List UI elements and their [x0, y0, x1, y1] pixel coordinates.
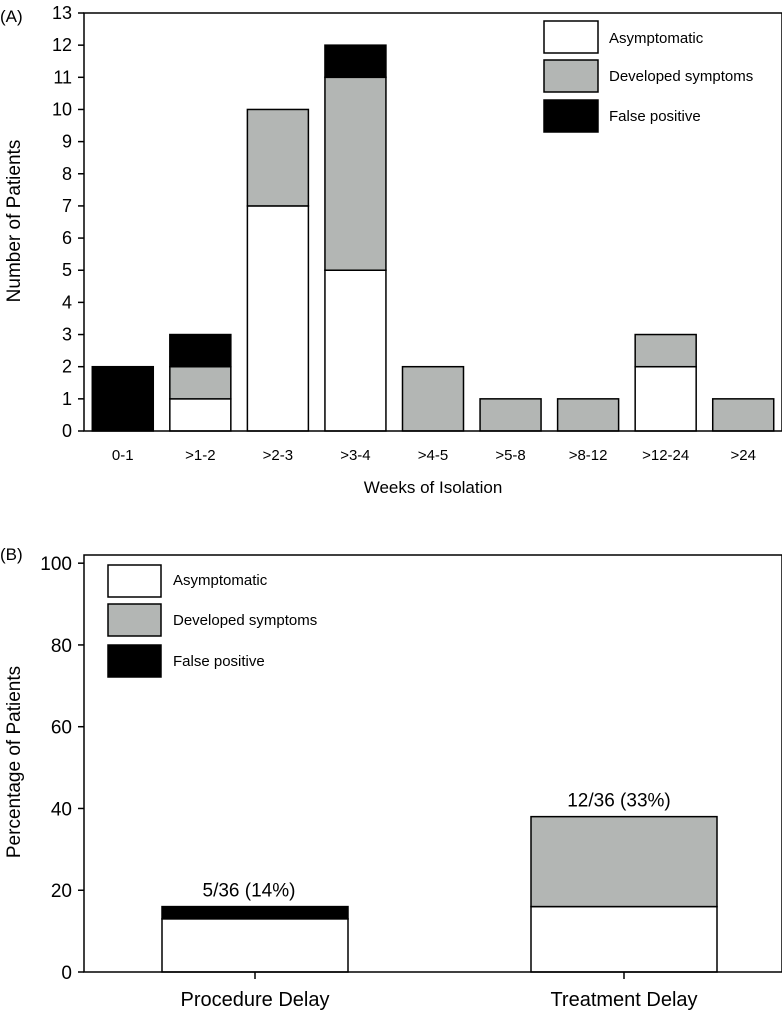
x-tick-label: 0-1 [112, 447, 134, 464]
bar-1-2-false-positive [169, 333, 232, 368]
bar-treatment-delay-developed-symptoms [530, 815, 718, 908]
legend-b-swatch-asymptomatic [107, 564, 162, 598]
panel-a-plot-frame [83, 12, 782, 432]
y-tick-label: 40 [51, 799, 72, 820]
x-tick-label: >24 [730, 447, 755, 464]
legend-b-label-developed-symptoms: Developed symptoms [173, 612, 317, 629]
legend-a-swatch-developed-symptoms [543, 59, 599, 93]
panel-a-bars [91, 44, 775, 432]
legend-a-label-false-positive: False positive [609, 108, 701, 125]
bar-3-4-developed-symptoms [324, 76, 387, 271]
y-tick-label: 4 [62, 292, 72, 312]
x-tick-label: >1-2 [185, 447, 215, 464]
bar-annotation: 12/36 (33%) [567, 791, 671, 812]
legend-a-swatch-asymptomatic [543, 20, 599, 54]
y-tick-label: 3 [62, 325, 72, 345]
bar-12-24-asymptomatic [634, 365, 697, 432]
panel-b-bar-labels: 5/36 (14%) 12/36 (33%) [203, 791, 671, 902]
legend-a-label-developed-symptoms: Developed symptoms [609, 68, 753, 85]
panel-b-y-axis-label: Percentage of Patients [4, 666, 25, 858]
x-tick-label: >12-24 [642, 447, 689, 464]
y-tick-label: 1 [62, 389, 72, 409]
panel-a-x-axis-label: Weeks of Isolation [364, 478, 503, 497]
y-tick-label: 20 [51, 881, 72, 902]
bar-0-1-false-positive [91, 365, 155, 432]
bar-1-2-asymptomatic [169, 398, 232, 432]
y-tick-label: 9 [62, 132, 72, 152]
bar-8-12-developed-symptoms [556, 398, 620, 432]
bar-treatment-delay-asymptomatic [530, 905, 718, 973]
panel-b-label: (B) [0, 545, 23, 564]
y-tick-label: 5 [62, 260, 72, 280]
x-tick-label: Treatment Delay [550, 989, 697, 1011]
bar-procedure-delay-asymptomatic [161, 918, 349, 973]
bar-2-3-developed-symptoms [246, 108, 310, 207]
y-tick-label: 6 [62, 228, 72, 248]
panel-b-y-ticks: 0 20 40 60 80 100 [40, 554, 84, 984]
panel-a-y-axis-label: Number of Patients [4, 140, 25, 303]
panel-b-legend: Asymptomatic Developed symptoms False po… [107, 564, 317, 678]
bar-annotation: 5/36 (14%) [203, 881, 296, 902]
y-tick-label: 8 [62, 164, 72, 184]
panel-b-x-ticks: Procedure Delay Treatment Delay [181, 972, 698, 1011]
bar-1-2-developed-symptoms [169, 365, 232, 400]
y-tick-label: 10 [52, 99, 72, 119]
x-tick-label: >2-3 [263, 447, 293, 464]
panel-b-bars [161, 815, 718, 973]
x-tick-label: >3-4 [340, 447, 370, 464]
bar-12-24-developed-symptoms [634, 333, 697, 368]
bar-5-8-developed-symptoms [479, 398, 542, 432]
x-tick-label: >5-8 [495, 447, 525, 464]
panel-b-plot-frame [83, 554, 782, 973]
panel-a-x-tick-labels: 0-1 >1-2 >2-3 >3-4 >4-5 >5-8 >8-12 >12-24 >24 [112, 447, 756, 464]
bar-24-developed-symptoms [711, 398, 775, 432]
panel-b: (B) Percentage of Patients 020406080100 … [0, 545, 782, 1011]
panel-a-legend: Asymptomatic Developed symptoms False po… [543, 20, 753, 133]
x-tick-label: Procedure Delay [181, 989, 330, 1011]
y-tick-label: 0 [61, 963, 72, 984]
legend-b-swatch-false-positive [107, 644, 162, 678]
y-tick-label: 7 [62, 196, 72, 216]
y-tick-label: 13 [52, 3, 72, 23]
legend-a-label-asymptomatic: Asymptomatic [609, 30, 704, 47]
x-tick-label: >4-5 [418, 447, 448, 464]
y-tick-label: 60 [51, 718, 72, 739]
y-tick-label: 100 [40, 554, 72, 575]
y-tick-label: 80 [51, 636, 72, 657]
panel-a: (A) Number of Patients Weeks of Isolatio… [0, 3, 782, 497]
x-tick-label: >8-12 [569, 447, 608, 464]
y-tick-label: 11 [53, 67, 72, 87]
bar-3-4-false-positive [324, 44, 387, 79]
legend-b-label-false-positive: False positive [173, 653, 265, 670]
panel-a-label: (A) [0, 7, 23, 26]
bar-3-4-asymptomatic [324, 269, 387, 432]
y-tick-label: 12 [52, 35, 72, 55]
bar-4-5-developed-symptoms [401, 365, 465, 432]
legend-b-label-asymptomatic: Asymptomatic [173, 572, 268, 589]
y-tick-label: 0 [62, 421, 72, 441]
bar-2-3-asymptomatic [246, 205, 310, 432]
legend-b-swatch-developed-symptoms [107, 603, 162, 637]
legend-a-swatch-false-positive [543, 99, 599, 133]
y-tick-label: 2 [62, 357, 72, 377]
bar-procedure-delay-false-positive [161, 905, 349, 920]
